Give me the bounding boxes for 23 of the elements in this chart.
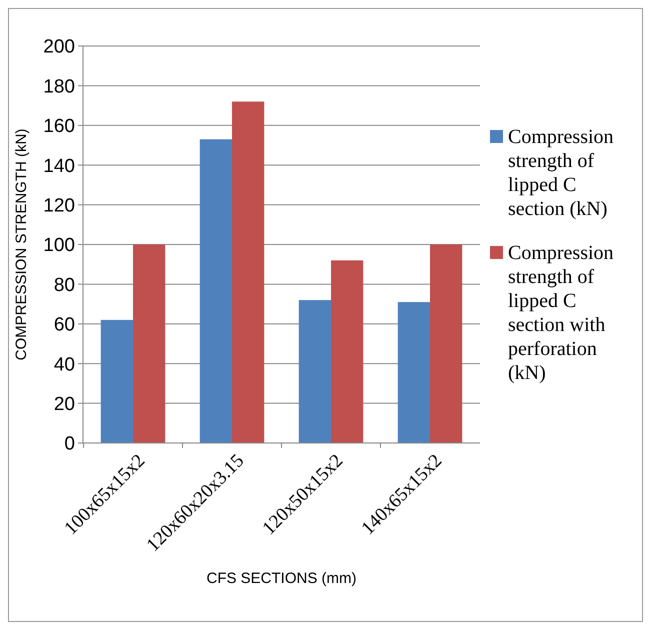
legend-label: Compression strength of lipped C section with perforation (kN) [508, 242, 614, 384]
bar [331, 260, 364, 443]
bar [298, 300, 331, 443]
y-axis-title: COMPRESSION STRENGTH (kN) [13, 128, 30, 360]
bar [200, 139, 232, 443]
y-tick-label: 120 [43, 195, 75, 216]
y-tick-label: 200 [43, 36, 75, 58]
x-axis-title: CFS SECTIONS (mm) [206, 570, 356, 587]
y-tick-label: 160 [43, 116, 75, 138]
y-tick-label: 100 [43, 235, 75, 256]
y-tick-label: 80 [54, 274, 75, 296]
bar [232, 102, 264, 443]
bar [100, 320, 133, 443]
y-tick-label: 40 [54, 354, 75, 376]
bar [132, 244, 166, 443]
legend-label: Compression strength of lipped C section (kN) [508, 126, 614, 220]
y-tick-label: 180 [43, 76, 75, 98]
bar [430, 244, 462, 443]
y-tick-label: 0 [64, 434, 75, 455]
y-tick-label: 60 [54, 314, 75, 336]
bar [398, 302, 430, 443]
y-tick-label: 20 [54, 394, 75, 415]
y-tick-label: 140 [43, 156, 75, 177]
